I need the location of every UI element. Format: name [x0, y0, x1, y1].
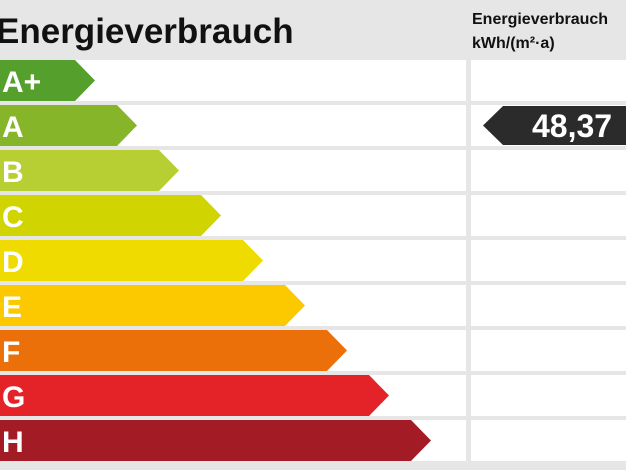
unit-title: Energieverbrauch: [472, 11, 608, 28]
title: Energieverbrauch: [0, 12, 294, 51]
class-label: E: [2, 291, 22, 324]
class-arrow: [0, 375, 389, 416]
class-arrow: [0, 60, 95, 101]
class-arrow: [0, 420, 431, 461]
class-label: D: [2, 246, 24, 279]
row-right: [471, 60, 626, 101]
row-right: [471, 375, 626, 416]
class-arrow: [0, 105, 137, 146]
row-right: [471, 330, 626, 371]
class-label: H: [2, 426, 24, 459]
class-arrow: [0, 240, 263, 281]
row-right: [471, 195, 626, 236]
class-label: B: [2, 156, 24, 189]
class-arrow: [0, 195, 221, 236]
class-label: F: [2, 336, 20, 369]
row-right: [471, 420, 626, 461]
class-arrow: [0, 330, 347, 371]
class-label: A: [2, 111, 24, 144]
row-right: [471, 150, 626, 191]
unit: kWh/(m²·a): [472, 35, 555, 52]
marker-value: 48,37: [532, 108, 612, 144]
marker-arrow: [483, 106, 626, 145]
class-arrow: [0, 285, 305, 326]
class-label: C: [2, 201, 24, 234]
row-right: [471, 240, 626, 281]
class-arrow: [0, 150, 179, 191]
row-right: [471, 285, 626, 326]
class-label: A+: [2, 66, 41, 99]
class-label: G: [2, 381, 25, 414]
